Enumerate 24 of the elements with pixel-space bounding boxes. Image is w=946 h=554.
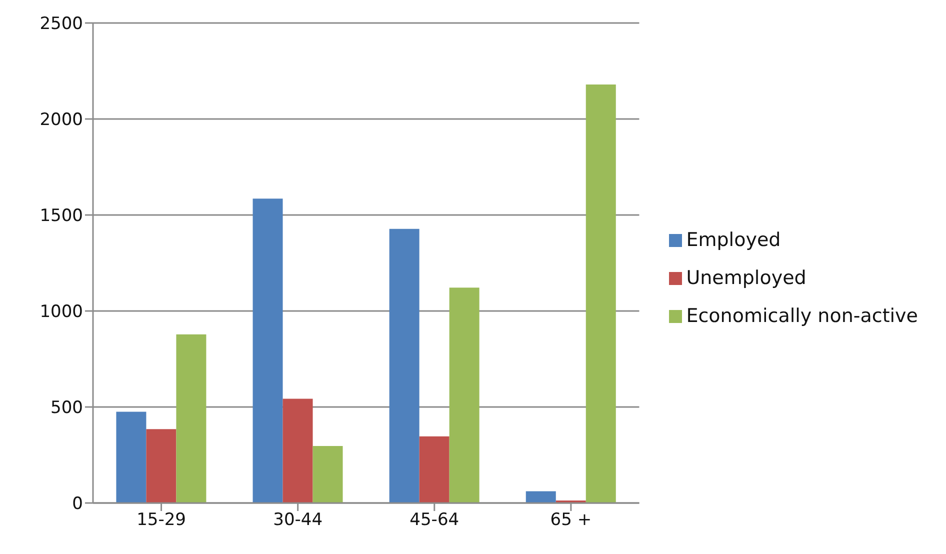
legend-label: Employed: [686, 229, 781, 251]
bar: [282, 398, 313, 503]
bar: [389, 228, 420, 503]
x-tick-label: 15-29: [136, 510, 186, 530]
bar: [419, 436, 450, 503]
x-tick-label: 45-64: [410, 510, 460, 530]
x-tick-label: 30-44: [273, 510, 323, 530]
y-tick-label: 1500: [40, 206, 83, 226]
bar: [146, 429, 176, 503]
legend-label: Unemployed: [686, 267, 806, 289]
bar: [586, 84, 616, 503]
y-tick-label: 1000: [40, 302, 83, 322]
bar: [116, 412, 146, 503]
bar: [252, 198, 283, 503]
bar: [526, 491, 556, 503]
y-tick-label: 500: [50, 398, 83, 418]
bar: [312, 446, 343, 503]
bar: [176, 334, 206, 503]
y-tick-label: 0: [72, 494, 83, 514]
bar: [449, 288, 480, 503]
legend-label: Economically non-active: [686, 305, 918, 327]
y-tick-label: 2500: [40, 14, 83, 34]
y-tick-label: 2000: [40, 110, 83, 130]
x-tick-label: 65 +: [550, 510, 592, 530]
